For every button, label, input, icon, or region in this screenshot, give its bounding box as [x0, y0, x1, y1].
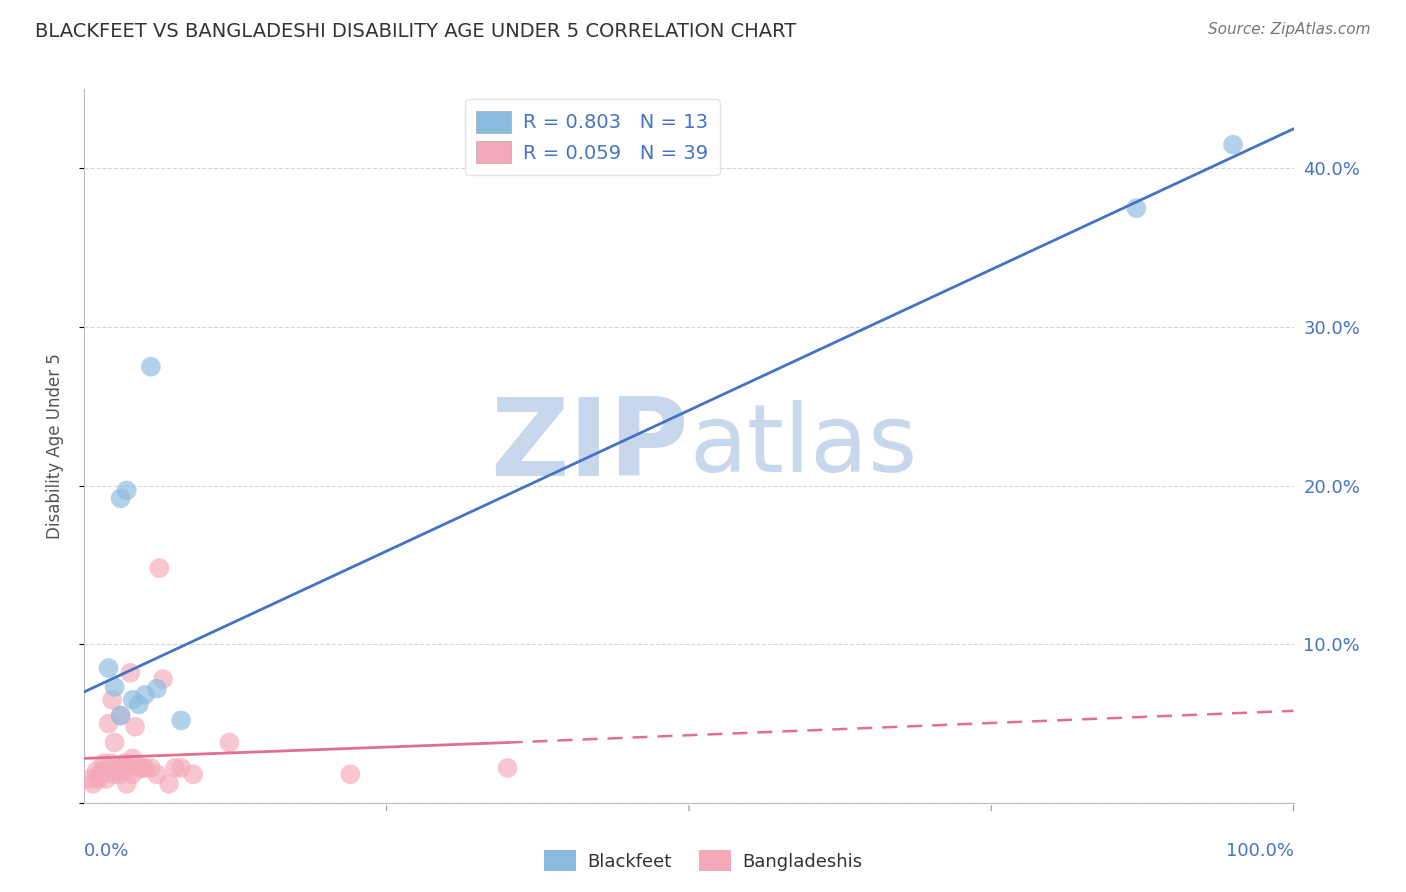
Point [101, 692, 124, 706]
Legend: Blackfeet, Bangladeshis: Blackfeet, Bangladeshis [537, 843, 869, 879]
Text: 0.0%: 0.0% [84, 842, 129, 860]
Point [79, 772, 101, 786]
Point [115, 777, 138, 791]
Point [104, 680, 127, 694]
Point [110, 708, 132, 723]
Text: ZIP: ZIP [491, 393, 689, 499]
Point [218, 735, 240, 749]
Point [87, 772, 110, 786]
Point [1222, 137, 1244, 152]
Point [146, 767, 169, 781]
Point [1125, 201, 1147, 215]
Point [148, 561, 170, 575]
Point [112, 761, 135, 775]
Text: BLACKFEET VS BANGLADESHI DISABILITY AGE UNDER 5 CORRELATION CHART: BLACKFEET VS BANGLADESHI DISABILITY AGE … [35, 22, 796, 41]
Point [115, 483, 138, 498]
Point [139, 761, 162, 775]
Point [89, 767, 111, 781]
Point [82, 777, 104, 791]
Text: Source: ZipAtlas.com: Source: ZipAtlas.com [1208, 22, 1371, 37]
Point [170, 761, 193, 775]
Text: 100.0%: 100.0% [1226, 842, 1294, 860]
Point [121, 692, 143, 706]
Point [110, 708, 132, 723]
Point [170, 714, 193, 728]
Point [146, 681, 169, 696]
Point [104, 767, 127, 781]
Point [93, 756, 115, 771]
Point [165, 761, 187, 775]
Point [112, 756, 135, 771]
Point [97, 716, 120, 731]
Point [104, 735, 127, 749]
Point [105, 761, 128, 775]
Point [124, 720, 146, 734]
Text: atlas: atlas [689, 400, 917, 492]
Legend: R = 0.803   N = 13, R = 0.059   N = 39: R = 0.803 N = 13, R = 0.059 N = 39 [464, 99, 720, 175]
Point [121, 767, 143, 781]
Point [94, 772, 117, 786]
Point [121, 751, 143, 765]
Point [110, 491, 132, 506]
Point [86, 764, 108, 778]
Point [110, 767, 132, 781]
Point [107, 764, 129, 778]
Point [97, 661, 120, 675]
Point [339, 767, 361, 781]
Point [128, 761, 150, 775]
Point [131, 761, 153, 775]
Point [496, 761, 519, 775]
Point [128, 698, 150, 712]
Point [134, 761, 156, 775]
Point [152, 672, 174, 686]
Point [120, 665, 142, 680]
Point [115, 761, 138, 775]
Point [134, 688, 156, 702]
Point [100, 756, 122, 771]
Point [157, 777, 180, 791]
Point [139, 359, 162, 374]
Y-axis label: Disability Age Under 5: Disability Age Under 5 [45, 353, 63, 539]
Point [91, 764, 114, 778]
Point [181, 767, 204, 781]
